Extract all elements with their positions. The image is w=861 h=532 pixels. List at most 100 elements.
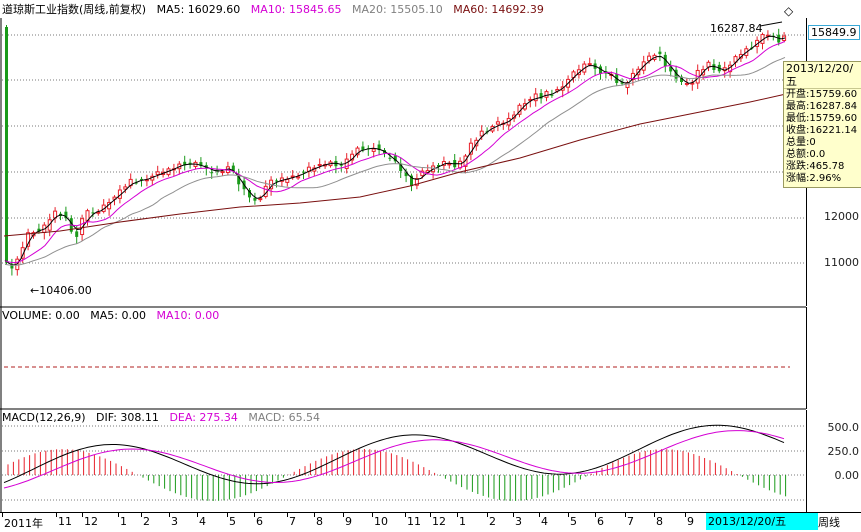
candle-body-down: [599, 66, 602, 74]
candle-body-down: [550, 94, 554, 96]
candle-body-up: [258, 198, 263, 201]
time-tick-mark: [169, 513, 170, 517]
time-tick-mark: [314, 513, 315, 517]
time-tick-mark: [254, 513, 255, 517]
info-row-value: 2.96%: [809, 173, 842, 184]
ma60-label: MA60: 14692.39: [453, 3, 544, 16]
ma20-line: [4, 56, 786, 266]
volume-ma5-label: MA5: 0.00: [90, 309, 146, 322]
time-tick-label: 9: [345, 515, 352, 528]
volume-ma10-label: MA10: 0.00: [156, 309, 220, 322]
time-tick-label: 8: [656, 515, 663, 528]
candle-body-down: [75, 231, 79, 237]
candle-body-down: [210, 172, 214, 174]
info-row: 涨幅:2.96%: [784, 173, 861, 185]
time-tick-label: 2011年: [4, 517, 43, 530]
ma5-label: MA5: 16029.60: [156, 3, 241, 16]
info-row-label: 开盘:: [786, 89, 810, 100]
time-tick-label: 12: [432, 515, 446, 528]
time-tick-label: 2: [143, 515, 150, 528]
time-tick-label: 8: [316, 515, 323, 528]
dif-line: [3, 424, 785, 485]
time-tick-label: 3: [515, 515, 522, 528]
candle-body-down: [64, 211, 68, 219]
diamond-marker-icon[interactable]: ◇: [784, 4, 794, 18]
price-tick-11000: 11000: [824, 256, 859, 269]
period-label[interactable]: 周线: [818, 516, 840, 529]
candle-body-up: [96, 211, 101, 214]
candle-body-up: [317, 164, 322, 166]
ma20-label: MA20: 15505.10: [352, 3, 443, 16]
candle-body-down: [183, 161, 187, 166]
time-tick-mark: [2, 513, 3, 517]
info-row-value: 15759.60: [809, 89, 858, 100]
candle-body-down: [275, 180, 278, 182]
time-tick-label: 6: [256, 515, 263, 528]
info-row: 收盘:16221.14: [784, 125, 861, 137]
time-tick-label: 7: [627, 515, 634, 528]
price-tick-12000: 12000: [824, 210, 859, 223]
candle-body-down: [404, 172, 408, 177]
candle-body-up: [155, 171, 160, 176]
time-tick-label: 4: [199, 515, 206, 528]
candle-body-up: [355, 147, 360, 156]
dea-line: [3, 430, 785, 489]
candle-body-down: [37, 228, 41, 232]
candle-body-down: [231, 165, 235, 172]
time-tick-mark: [685, 513, 686, 517]
info-row-value: 16287.84: [809, 101, 858, 112]
main-legend: 道琼斯工业指数(周线,前复权) MA5: 16029.60 MA10: 1584…: [2, 3, 551, 17]
time-tick-mark: [568, 513, 569, 517]
time-tick-label: 10: [374, 515, 388, 528]
candle-body-up: [80, 218, 85, 236]
candle-body-down: [680, 76, 683, 82]
info-row-value: 465.78: [809, 161, 845, 172]
candle-body-down: [248, 190, 251, 198]
info-row: 总量:0: [784, 137, 861, 149]
time-tick-mark: [405, 513, 406, 517]
candle-body-up: [220, 171, 225, 174]
info-row-label: 总额:: [786, 149, 810, 160]
time-tick-mark: [82, 513, 83, 517]
time-tick-label: 2: [489, 515, 496, 528]
ma10-line: [4, 40, 786, 264]
time-tick-mark: [430, 513, 431, 517]
dif-label: DIF: 308.11: [96, 411, 159, 424]
candle-body-down: [388, 157, 392, 159]
candle-body-up: [690, 82, 695, 85]
volume-legend: VOLUME: 0.00 MA5: 0.00 MA10: 0.00: [2, 309, 226, 323]
time-tick-mark: [141, 513, 142, 517]
time-tick-label: 1: [120, 515, 127, 528]
candle-body-down: [237, 174, 241, 185]
high-annotation: 16287.84: [710, 22, 763, 35]
high-pointer: [759, 21, 783, 27]
time-axis: 2011年 11 12 1 2 3 4 5 6 7 8 9 10 11 12 1 2 3 4 5 6 7 8 9: [0, 512, 861, 532]
candle-body-down: [399, 163, 403, 171]
macd-tick-500: 500.0: [827, 421, 860, 434]
candle-body-down: [393, 155, 397, 162]
candle-body-up: [684, 82, 689, 85]
candle-body-down: [339, 164, 343, 166]
candle-body-up: [296, 176, 301, 179]
candle-body-down: [361, 146, 365, 151]
candle-body-down: [140, 178, 143, 180]
info-row: 总额:0.0: [784, 149, 861, 161]
index-title: 道琼斯工业指数(周线,前复权): [2, 3, 147, 16]
info-row-label: 最高:: [786, 101, 810, 112]
macd-value-label: MACD: 65.54: [248, 411, 321, 424]
time-tick-mark: [118, 513, 119, 517]
candle-body-up: [479, 130, 484, 137]
candle-body-down: [215, 169, 219, 171]
candle-body-up: [123, 186, 128, 190]
time-tick-label: 6: [597, 515, 604, 528]
time-tick-mark: [56, 513, 57, 517]
time-tick-label: 9: [687, 515, 694, 528]
info-row: 最高:16287.84: [784, 101, 861, 113]
dea-label: DEA: 275.34: [169, 411, 238, 424]
candle-body-down: [663, 54, 667, 67]
candle-body-down: [253, 197, 257, 201]
candle-body-down: [539, 93, 543, 99]
time-tick-mark: [457, 513, 458, 517]
